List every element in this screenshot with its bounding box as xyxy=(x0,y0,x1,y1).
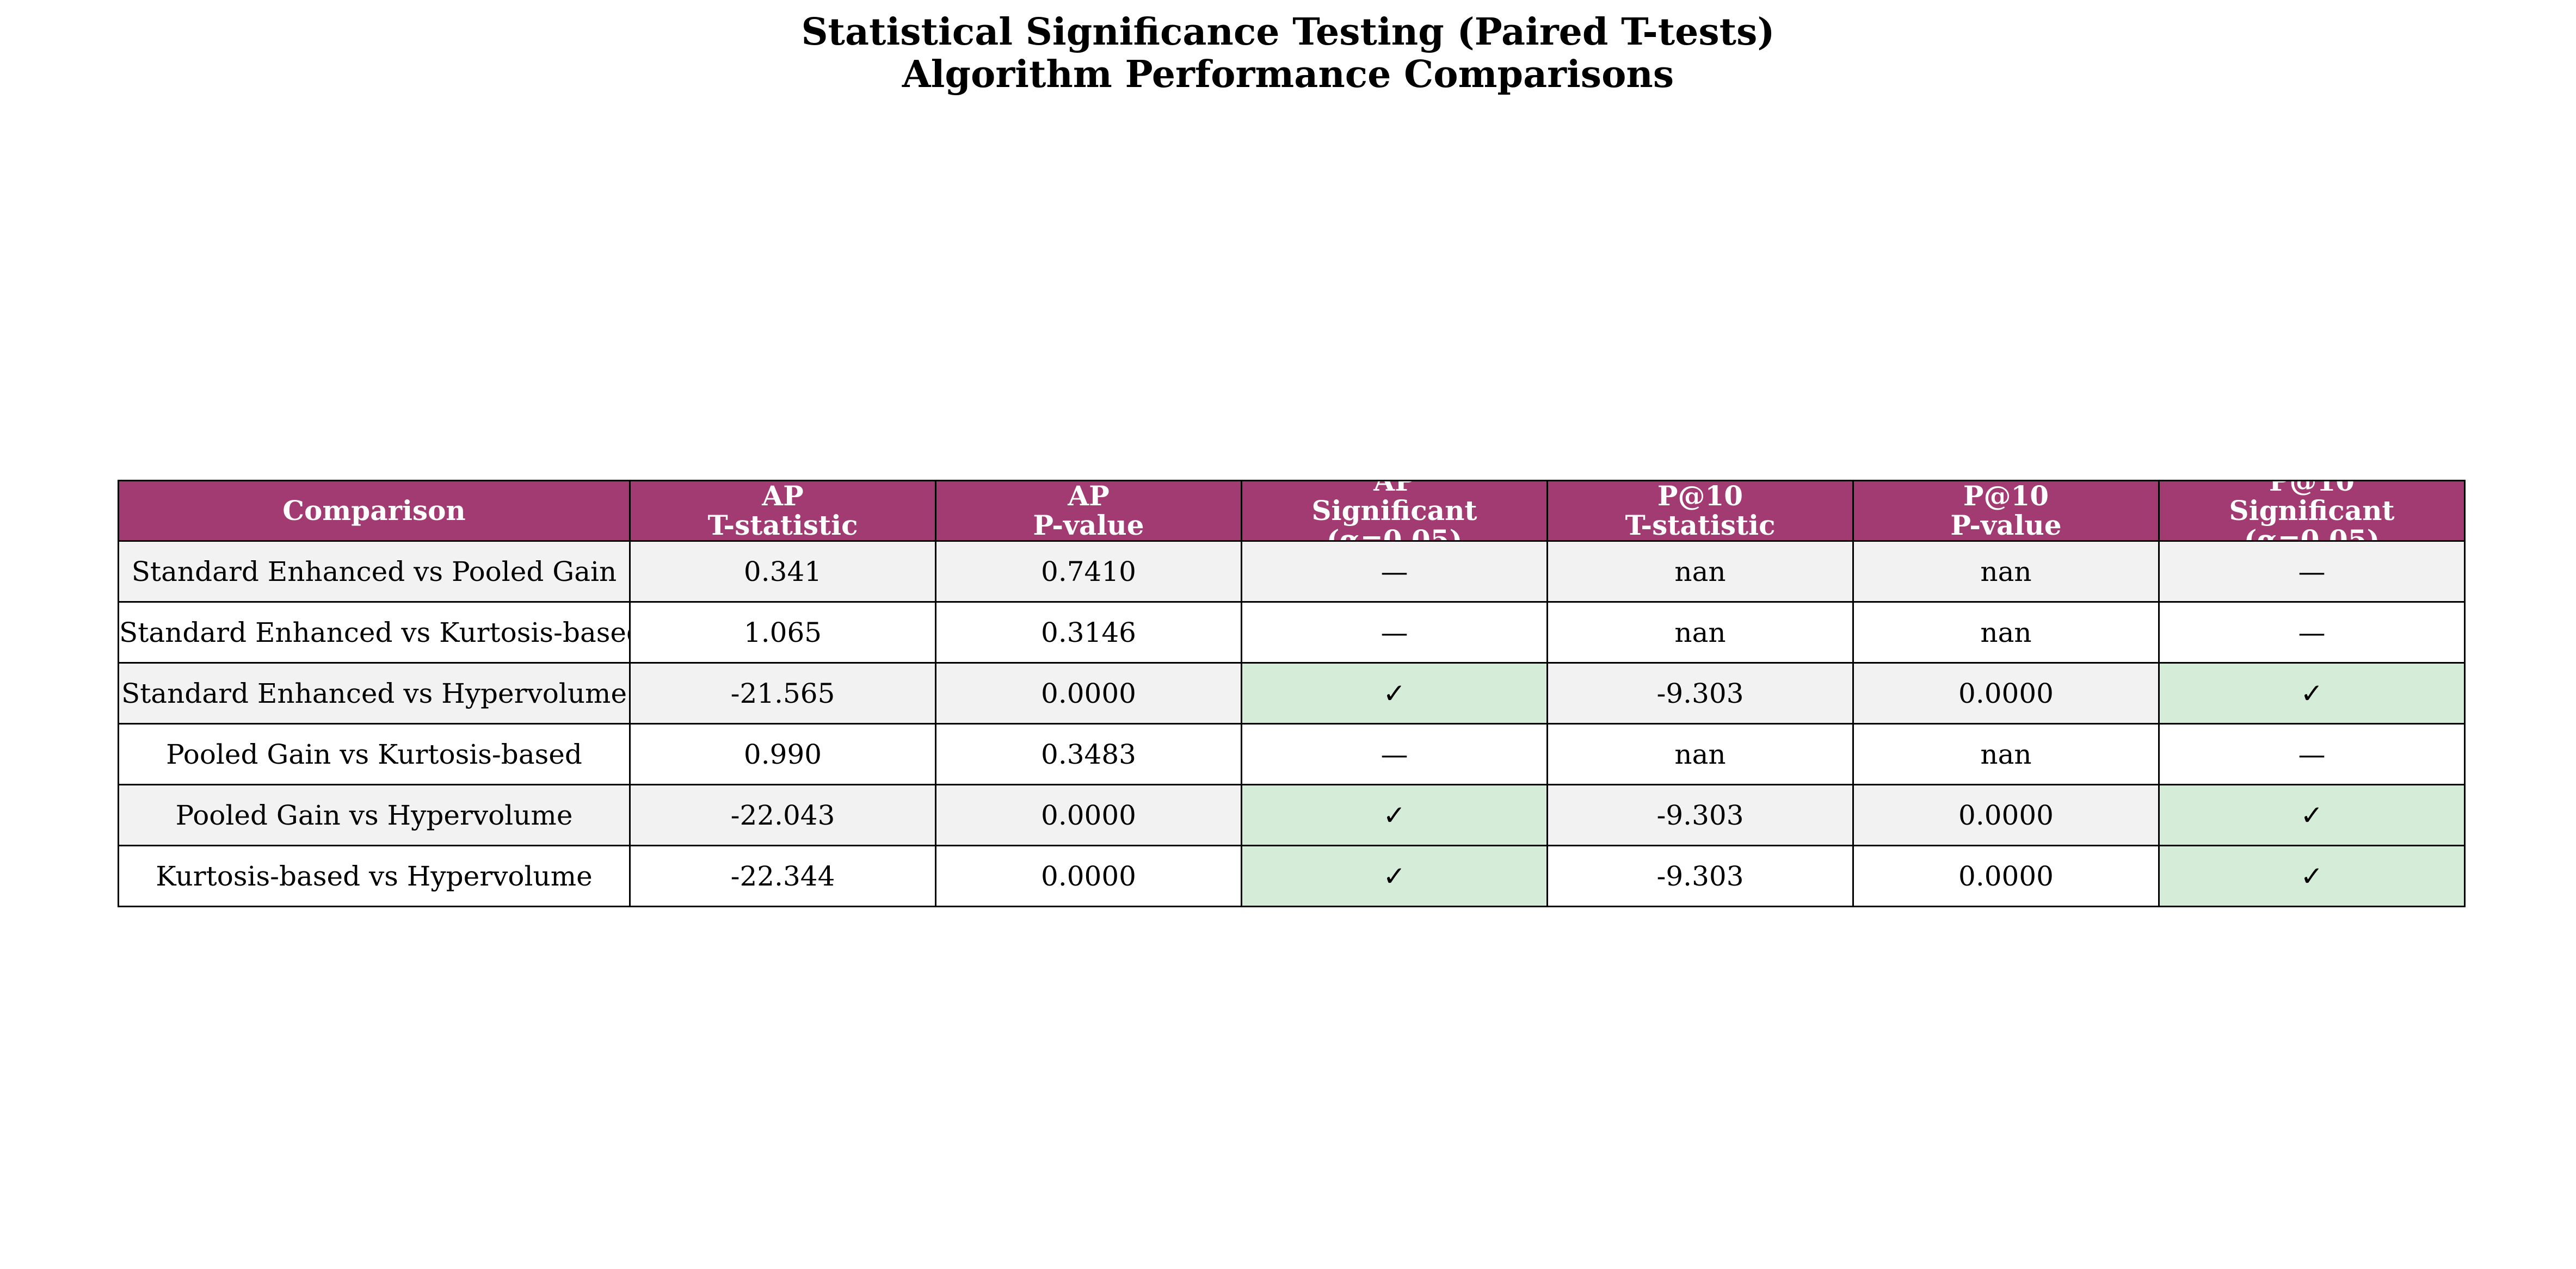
value-cell: — xyxy=(1241,723,1548,785)
table-row: Pooled Gain vs Kurtosis-based 0.990 0.3483… xyxy=(118,723,2466,785)
column-header: P@10Significant(α=0.05) xyxy=(2158,480,2466,542)
value-cell: nan xyxy=(1546,540,1854,603)
value-cell: -9.303 xyxy=(1546,845,1854,907)
value-cell: 0.990 xyxy=(629,723,936,785)
table-row: Kurtosis-based vs Hypervolume -22.344 0.00… xyxy=(118,845,2466,907)
value-cell: nan xyxy=(1546,723,1854,785)
value-cell: nan xyxy=(1852,601,2160,664)
value-cell: — xyxy=(2158,540,2466,603)
value-cell: 0.0000 xyxy=(1852,845,2160,907)
comparison-cell: Standard Enhanced vs Kurtosis-based xyxy=(118,601,631,664)
comparison-cell: Kurtosis-based vs Hypervolume xyxy=(118,845,631,907)
column-header: Comparison xyxy=(118,480,631,542)
column-header-line: P-value xyxy=(1950,509,2062,540)
significant-cell: ✓ xyxy=(1241,845,1548,907)
comparison-cell: Standard Enhanced vs Pooled Gain xyxy=(118,540,631,603)
comparison-cell: Pooled Gain vs Hypervolume xyxy=(118,784,631,846)
column-header-line: AP xyxy=(1068,481,1110,512)
column-header: P@10 P-value xyxy=(1852,480,2160,542)
column-header-line: Significant xyxy=(1311,494,1477,527)
significant-cell: ✓ xyxy=(2158,845,2466,907)
value-cell: nan xyxy=(1546,601,1854,664)
column-header-line: AP xyxy=(762,481,804,512)
value-cell: -22.043 xyxy=(629,784,936,846)
column-header: AP T-statistic xyxy=(629,480,936,542)
value-cell: 0.0000 xyxy=(1852,784,2160,846)
value-cell: 0.3146 xyxy=(935,601,1242,664)
column-header-line: Comparison xyxy=(282,494,466,527)
significant-cell: ✓ xyxy=(1241,662,1548,725)
significant-cell: ✓ xyxy=(2158,784,2466,846)
column-header-line: AP xyxy=(1243,482,1546,497)
value-cell: 0.0000 xyxy=(1852,662,2160,725)
column-header-line: T-statistic xyxy=(707,509,858,540)
significant-cell: ✓ xyxy=(2158,662,2466,725)
column-header-line: P@10 xyxy=(1963,481,2049,512)
column-header: P@10 T-statistic xyxy=(1546,480,1854,542)
value-cell: 1.065 xyxy=(629,601,936,664)
column-header: APSignificant(α=0.05) xyxy=(1241,480,1548,542)
column-header: AP P-value xyxy=(935,480,1242,542)
significant-cell: ✓ xyxy=(1241,784,1548,846)
table-body: Standard Enhanced vs Pooled Gain 0.341 0.7… xyxy=(118,540,2466,907)
chart-subtitle: Algorithm Performance Comparisons xyxy=(902,53,1674,96)
column-header-line: P-value xyxy=(1033,509,1144,540)
value-cell: 0.3483 xyxy=(935,723,1242,785)
table-row: Pooled Gain vs Hypervolume -22.043 0.0000 ✓… xyxy=(118,784,2466,846)
value-cell: -9.303 xyxy=(1546,784,1854,846)
significance-table: ComparisonAPT-statisticAPP-valueAPSignif… xyxy=(118,480,2466,907)
column-header-line: P@10 xyxy=(1657,481,1743,512)
value-cell: 0.341 xyxy=(629,540,936,603)
table-row: Standard Enhanced vs Pooled Gain 0.341 0.7… xyxy=(118,540,2466,603)
value-cell: 0.7410 xyxy=(935,540,1242,603)
table-row: Standard Enhanced vs Hypervolume -21.565 0… xyxy=(118,662,2466,725)
column-header-line: Significant xyxy=(2229,494,2395,527)
column-header-line: (α=0.05) xyxy=(2244,524,2380,540)
column-header-line: (α=0.05) xyxy=(1326,524,1463,540)
value-cell: -21.565 xyxy=(629,662,936,725)
value-cell: — xyxy=(1241,601,1548,664)
column-header-line: T-statistic xyxy=(1625,509,1776,540)
table-header-row: ComparisonAPT-statisticAPP-valueAPSignif… xyxy=(118,480,2466,542)
value-cell: — xyxy=(2158,723,2466,785)
comparison-cell: Pooled Gain vs Kurtosis-based xyxy=(118,723,631,785)
comparison-cell: Standard Enhanced vs Hypervolume xyxy=(118,662,631,725)
value-cell: — xyxy=(1241,540,1548,603)
table-row: Standard Enhanced vs Kurtosis-based 1.065… xyxy=(118,601,2466,664)
chart-title: Statistical Significance Testing (Paired… xyxy=(801,10,1775,54)
value-cell: 0.0000 xyxy=(935,662,1242,725)
value-cell: 0.0000 xyxy=(935,784,1242,846)
value-cell: -22.344 xyxy=(629,845,936,907)
value-cell: nan xyxy=(1852,540,2160,603)
value-cell: — xyxy=(2158,601,2466,664)
value-cell: 0.0000 xyxy=(935,845,1242,907)
column-header-line: P@10 xyxy=(2161,482,2463,497)
value-cell: -9.303 xyxy=(1546,662,1854,725)
value-cell: nan xyxy=(1852,723,2160,785)
